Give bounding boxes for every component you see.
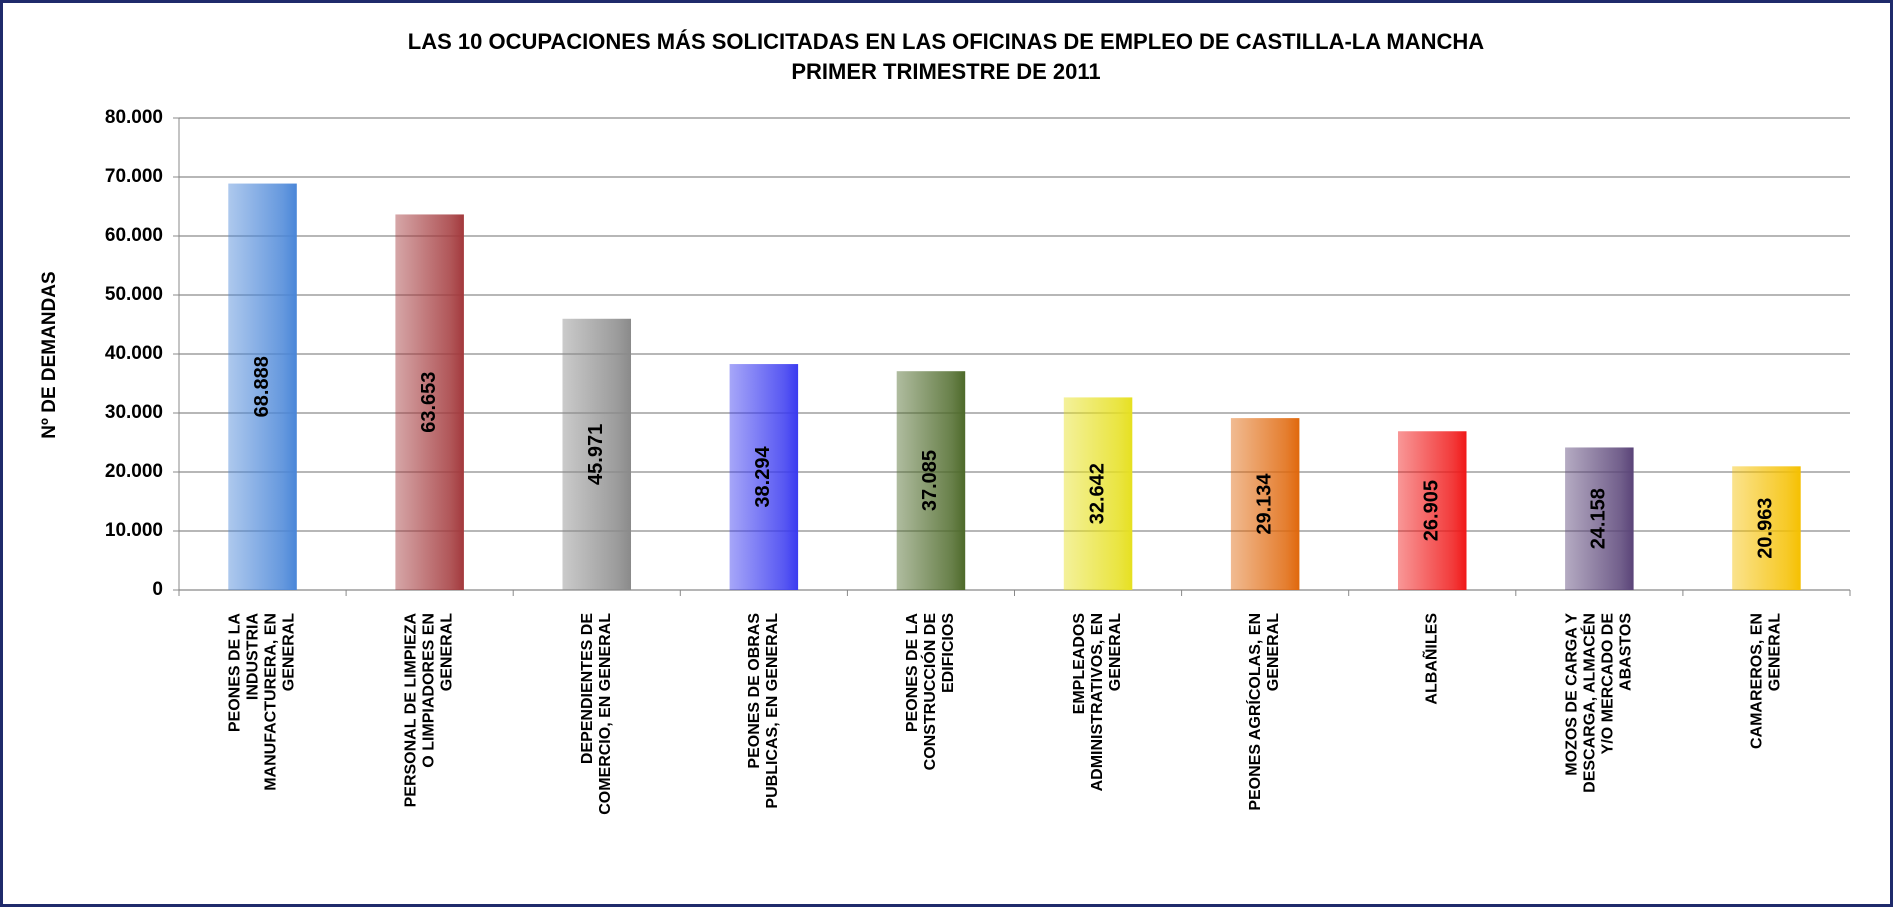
x-tick-label: ALBAÑILES — [1420, 613, 1440, 705]
x-tick-label: PEONES DE LACONSTRUCCIÓN DEEDIFICIOS — [904, 613, 957, 771]
y-tick-label: 20.000 — [105, 461, 163, 482]
x-tick-label: PEONES AGRÍCOLAS, ENGENERAL — [1245, 613, 1282, 811]
value-label: 63.653 — [418, 372, 440, 433]
value-label: 20.963 — [1755, 498, 1777, 559]
bar — [395, 214, 464, 590]
y-tick-label: 80.000 — [105, 107, 163, 128]
y-tick-label: 60.000 — [105, 225, 163, 246]
value-label: 38.294 — [752, 446, 774, 508]
x-tick-label: PERSONAL DE LIMPIEZAO LIMPIADORES ENGENE… — [403, 613, 456, 808]
x-tick-label: DEPENDIENTES DECOMERCIO, EN GENERAL — [579, 613, 614, 815]
bar — [1732, 466, 1801, 590]
bar — [1565, 447, 1634, 590]
y-tick-label: 10.000 — [105, 520, 163, 541]
chart-title: LAS 10 OCUPACIONES MÁS SOLICITADAS EN LA… — [408, 29, 1485, 54]
x-tick-label: CAMAREROS, ENGENERAL — [1749, 613, 1784, 749]
bar — [1063, 397, 1133, 590]
y-tick-label: 50.000 — [105, 284, 163, 305]
bar — [228, 183, 297, 591]
y-tick-label: 0 — [152, 579, 163, 600]
bar — [896, 371, 966, 590]
value-label: 45.971 — [585, 424, 607, 485]
value-label: 32.642 — [1086, 463, 1108, 524]
x-tick-label: MOZOS DE CARGA YDESCARGA, ALMACÉNY/O MER… — [1564, 613, 1635, 793]
value-label: 37.085 — [919, 450, 941, 511]
value-label: 68.888 — [251, 356, 273, 417]
y-tick-label: 30.000 — [105, 402, 163, 423]
bar — [562, 318, 632, 590]
value-label: 24.158 — [1588, 488, 1610, 549]
x-tick-label: PEONES DE LAINDUSTRIAMANUFACTURERA, ENGE… — [227, 613, 298, 791]
bar — [1230, 418, 1300, 590]
chart-subtitle: PRIMER TRIMESTRE DE 2011 — [791, 59, 1100, 84]
y-tick-label: 40.000 — [105, 343, 163, 364]
value-label: 26.905 — [1421, 480, 1443, 541]
x-tick-label: EMPLEADOSADMINISTRATIVOS, ENGENERAL — [1071, 613, 1124, 792]
x-tick-label: PEONES DE OBRASPUBLICAS, EN GENERAL — [746, 613, 781, 809]
y-axis-label: Nº DE DEMANDAS — [39, 271, 60, 438]
bar — [1397, 431, 1467, 590]
y-tick-label: 70.000 — [105, 166, 163, 187]
bar — [729, 364, 799, 590]
value-label: 29.134 — [1253, 473, 1275, 535]
